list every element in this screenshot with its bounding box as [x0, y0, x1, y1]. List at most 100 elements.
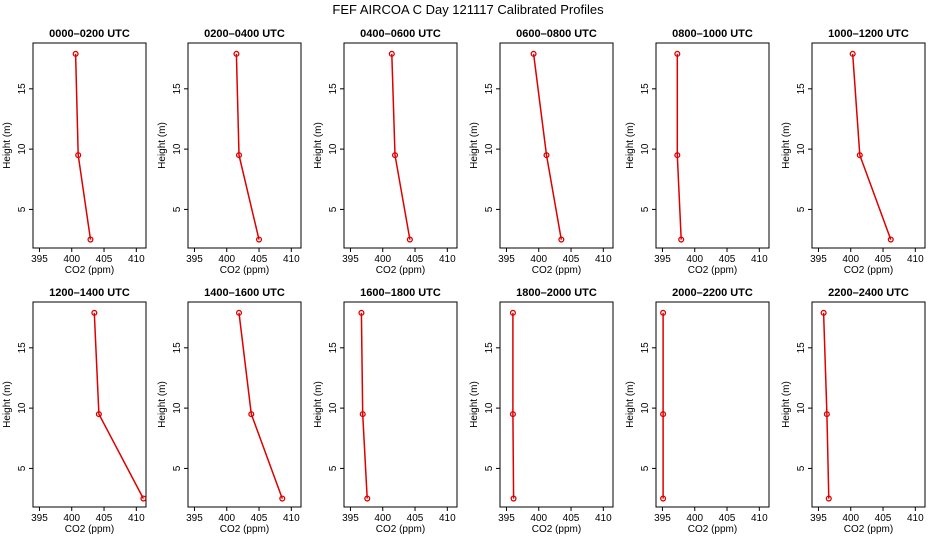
y-tick-label: 10: [328, 143, 339, 155]
profile-line: [238, 312, 284, 499]
x-tick-label: 395: [654, 513, 671, 524]
y-tick-label: 5: [484, 465, 495, 471]
y-axis-label: Height (m): [781, 122, 792, 169]
data-point: [509, 309, 516, 316]
data-point: [660, 309, 667, 316]
y-tick-label: 5: [17, 206, 28, 212]
panel-title: 1000–1200 UTC: [828, 28, 909, 40]
x-tick-label: 405: [875, 513, 892, 524]
x-axis-label: CO2 (ppm): [844, 524, 893, 535]
plot-frame: [32, 301, 147, 508]
profile-line: [235, 53, 260, 240]
panel-title: 0200–0400 UTC: [204, 28, 285, 40]
data-point: [510, 495, 517, 502]
y-tick-label: 5: [640, 206, 651, 212]
plot-frame: [187, 301, 302, 508]
x-axis-label: CO2 (ppm): [220, 524, 269, 535]
profile-panel: 1200–1400 UTC 395 400 405 410 CO2 (ppm) 5 10 15 H…: [2, 287, 147, 535]
x-tick-label: 410: [439, 513, 456, 524]
y-axis-label: Height (m): [313, 381, 324, 428]
data-point: [364, 495, 371, 502]
x-tick-label: 395: [31, 513, 48, 524]
data-point: [91, 309, 98, 316]
x-tick-label: 410: [751, 513, 768, 524]
x-tick-label: 405: [96, 254, 113, 265]
data-point: [825, 495, 832, 502]
data-point: [279, 495, 286, 502]
data-point: [359, 411, 366, 418]
y-tick-label: 5: [17, 465, 28, 471]
data-point: [674, 50, 681, 57]
x-axis-label: CO2 (ppm): [65, 524, 114, 535]
plot-frame: [499, 301, 614, 508]
data-point: [358, 309, 365, 316]
x-tick-label: 400: [63, 254, 80, 265]
profile-panel: 0000–0200 UTC 395 400 405 410 CO2 (ppm) 5 10 15 H…: [2, 28, 147, 276]
x-tick-label: 410: [907, 254, 924, 265]
y-tick-label: 15: [17, 83, 28, 95]
plot-frame: [655, 301, 770, 508]
profile-line: [532, 53, 563, 240]
x-tick-label: 410: [439, 254, 456, 265]
data-point: [558, 236, 565, 243]
data-point: [820, 309, 827, 316]
panel-title: 0000–0200 UTC: [49, 28, 130, 40]
plot-frame: [811, 301, 926, 508]
x-tick-label: 395: [342, 513, 359, 524]
data-point: [388, 50, 395, 57]
y-axis-label: Height (m): [157, 122, 168, 169]
data-point: [75, 152, 82, 159]
plot-frame: [655, 42, 770, 249]
y-tick-label: 15: [172, 83, 183, 95]
x-tick-label: 410: [283, 254, 300, 265]
panel-title: 1600–1800 UTC: [360, 287, 441, 299]
x-axis-label: CO2 (ppm): [65, 265, 114, 276]
y-tick-label: 10: [17, 402, 28, 414]
y-tick-label: 10: [17, 143, 28, 155]
y-axis-label: Height (m): [2, 122, 13, 169]
x-tick-label: 410: [595, 254, 612, 265]
data-point: [660, 411, 667, 418]
plot-frame: [499, 42, 614, 249]
data-point: [674, 152, 681, 159]
x-axis-label: CO2 (ppm): [688, 265, 737, 276]
panel-title: 2200–2400 UTC: [828, 287, 909, 299]
data-point: [140, 495, 147, 502]
x-tick-label: 400: [218, 513, 235, 524]
x-tick-label: 405: [563, 513, 580, 524]
x-tick-label: 395: [186, 513, 203, 524]
profile-line: [512, 312, 515, 499]
data-point: [509, 411, 516, 418]
panel-title: 0400–0600 UTC: [360, 28, 441, 40]
x-tick-label: 400: [842, 513, 859, 524]
x-tick-label: 405: [251, 254, 268, 265]
panel-title: 0800–1000 UTC: [672, 28, 753, 40]
plot-frame: [343, 301, 458, 508]
y-tick-label: 15: [172, 342, 183, 354]
chart-title: FEF AIRCOA C Day 121117 Calibrated Profi…: [332, 2, 604, 17]
profile-line: [851, 53, 892, 240]
y-tick-label: 10: [484, 402, 495, 414]
profile-line: [360, 312, 368, 499]
y-tick-label: 5: [328, 206, 339, 212]
x-axis-label: CO2 (ppm): [220, 265, 269, 276]
profile-line: [676, 53, 682, 240]
data-point: [248, 411, 255, 418]
y-tick-label: 5: [796, 206, 807, 212]
x-tick-label: 400: [63, 513, 80, 524]
y-tick-label: 5: [484, 206, 495, 212]
y-tick-label: 10: [328, 402, 339, 414]
y-tick-label: 10: [796, 143, 807, 155]
x-axis-label: CO2 (ppm): [532, 524, 581, 535]
x-axis-label: CO2 (ppm): [376, 265, 425, 276]
data-point: [887, 236, 894, 243]
y-tick-label: 10: [640, 402, 651, 414]
data-point: [233, 50, 240, 57]
x-tick-label: 405: [563, 254, 580, 265]
profile-panel: 1800–2000 UTC 395 400 405 410 CO2 (ppm) 5 10 15 H…: [469, 287, 614, 535]
y-tick-label: 10: [172, 402, 183, 414]
x-tick-label: 410: [128, 513, 145, 524]
profile-line: [74, 53, 92, 240]
profile-line: [93, 312, 145, 499]
x-tick-label: 405: [407, 513, 424, 524]
